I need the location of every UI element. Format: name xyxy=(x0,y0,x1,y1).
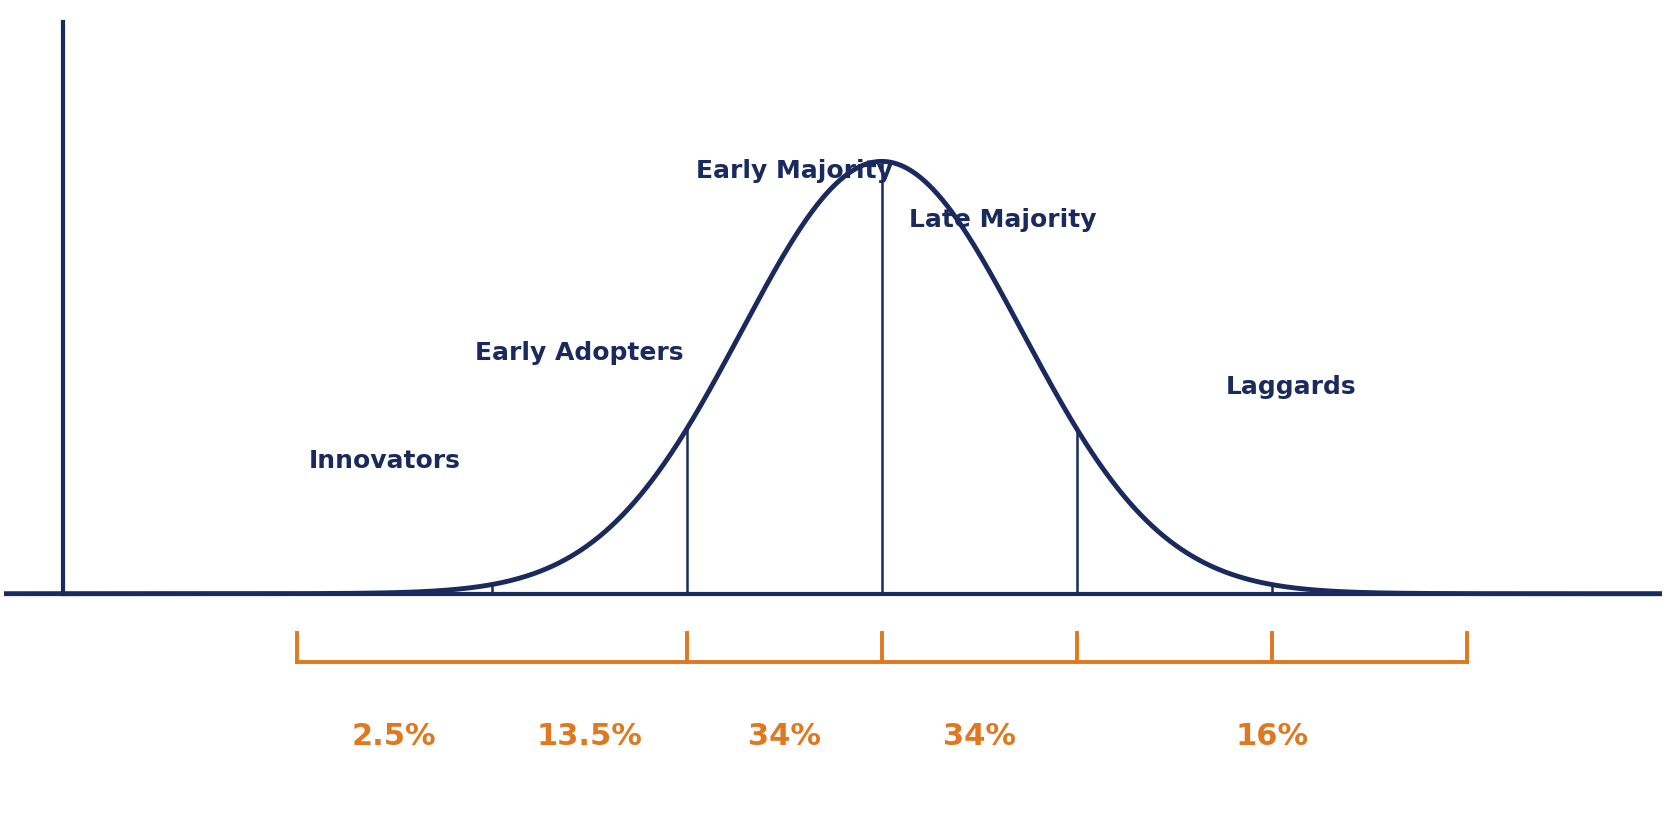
Text: Innovators: Innovators xyxy=(308,449,460,473)
Text: Early Majority: Early Majority xyxy=(696,160,893,183)
Text: Laggards: Laggards xyxy=(1226,375,1356,400)
Text: 34%: 34% xyxy=(748,722,821,751)
Text: 16%: 16% xyxy=(1235,722,1308,751)
Text: 34%: 34% xyxy=(943,722,1016,751)
Text: Early Adopters: Early Adopters xyxy=(475,341,683,365)
Text: 2.5%: 2.5% xyxy=(352,722,436,751)
Text: Late Majority: Late Majority xyxy=(910,208,1096,232)
Text: 13.5%: 13.5% xyxy=(536,722,641,751)
